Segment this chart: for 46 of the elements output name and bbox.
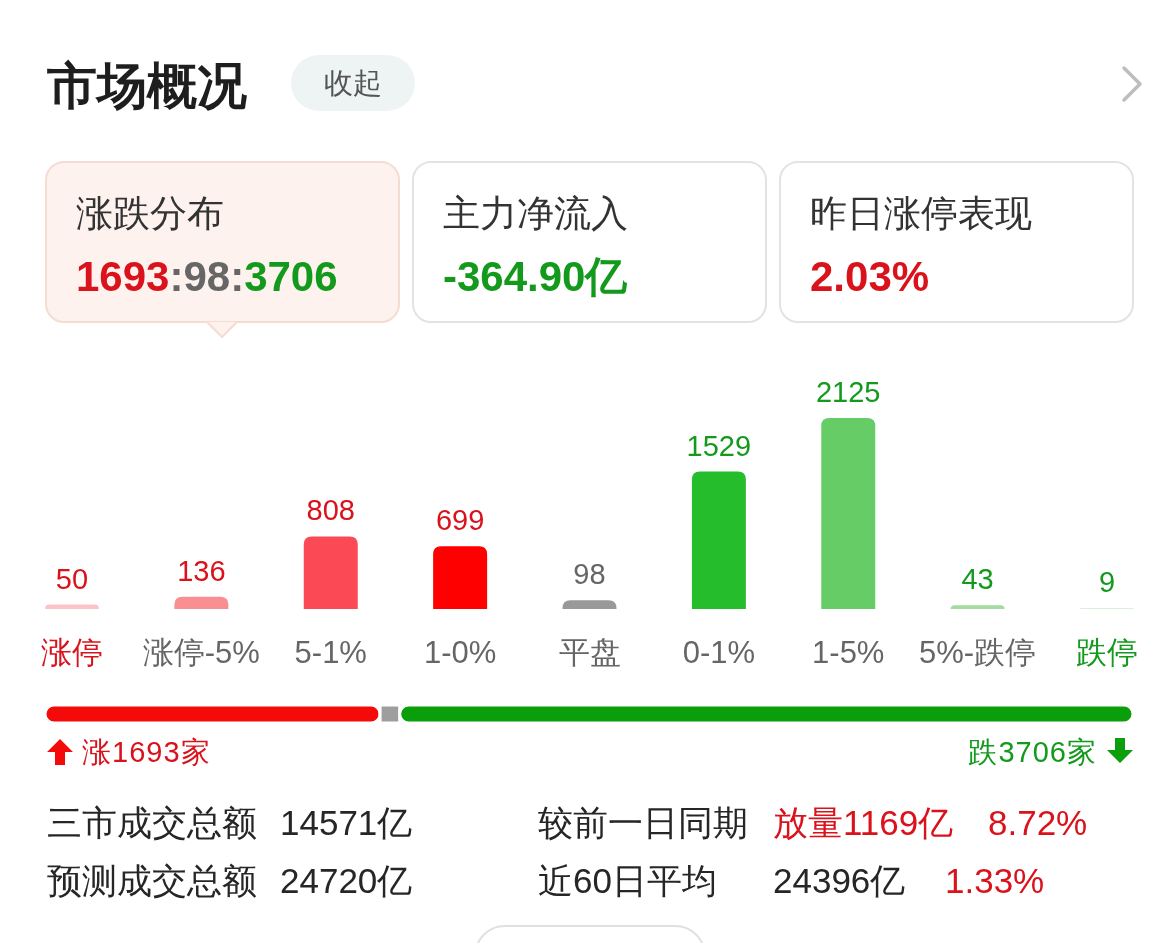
data-label: 2125: [815, 376, 881, 408]
data-label: 9: [1098, 566, 1116, 599]
text: 放量1169亿: [773, 803, 954, 842]
text: 涨1693家: [82, 736, 211, 768]
x-tick-label: 0-1%: [682, 635, 756, 670]
data-label: 808: [306, 494, 355, 527]
text: 主力净流入: [443, 193, 628, 234]
text: 24720亿: [280, 861, 413, 900]
text: 8.72%: [988, 803, 1088, 842]
text: 1693:98:3706: [76, 253, 338, 300]
bar: [691, 471, 746, 609]
text: 24396亿: [773, 861, 906, 900]
text: 预测成交总额: [47, 861, 257, 900]
data-label: 43: [961, 563, 994, 596]
text: 收起: [324, 67, 382, 99]
data-label: 1529: [686, 429, 752, 462]
text: 近60日平均: [538, 861, 717, 900]
text: 涨跌分布: [76, 193, 224, 234]
bar: [950, 605, 1005, 609]
data-label: 136: [177, 554, 226, 587]
text: 三市成交总额: [47, 803, 257, 842]
text: 跌3706家: [968, 736, 1097, 768]
x-tick-label: 跌停: [1076, 635, 1138, 670]
data-label: 699: [435, 504, 485, 537]
x-tick-label: 平盘: [558, 635, 621, 670]
text: 市场概况: [46, 58, 247, 114]
text: 1.33%: [945, 861, 1045, 900]
bar: [174, 596, 229, 609]
bar: [45, 604, 99, 609]
text: 昨日涨停表现: [810, 193, 1032, 234]
bar: [433, 546, 488, 609]
x-tick-label: 1-5%: [812, 635, 885, 670]
bar: [562, 600, 617, 609]
data-label: 98: [573, 558, 606, 591]
text: 较前一日同期: [538, 803, 748, 842]
x-tick-label: 5%-跌停: [919, 635, 1037, 670]
data-label: 50: [55, 562, 89, 595]
text: 2.03%: [810, 253, 930, 300]
text: 14571亿: [280, 803, 413, 842]
x-tick-label: 5-1%: [294, 635, 367, 670]
text: -364.90亿: [443, 253, 629, 300]
x-tick-label: 涨停: [41, 635, 103, 670]
bar: [821, 418, 876, 609]
x-tick-label: 涨停-5%: [142, 635, 260, 670]
x-tick-label: 1-0%: [423, 635, 497, 670]
bar: [303, 536, 358, 609]
